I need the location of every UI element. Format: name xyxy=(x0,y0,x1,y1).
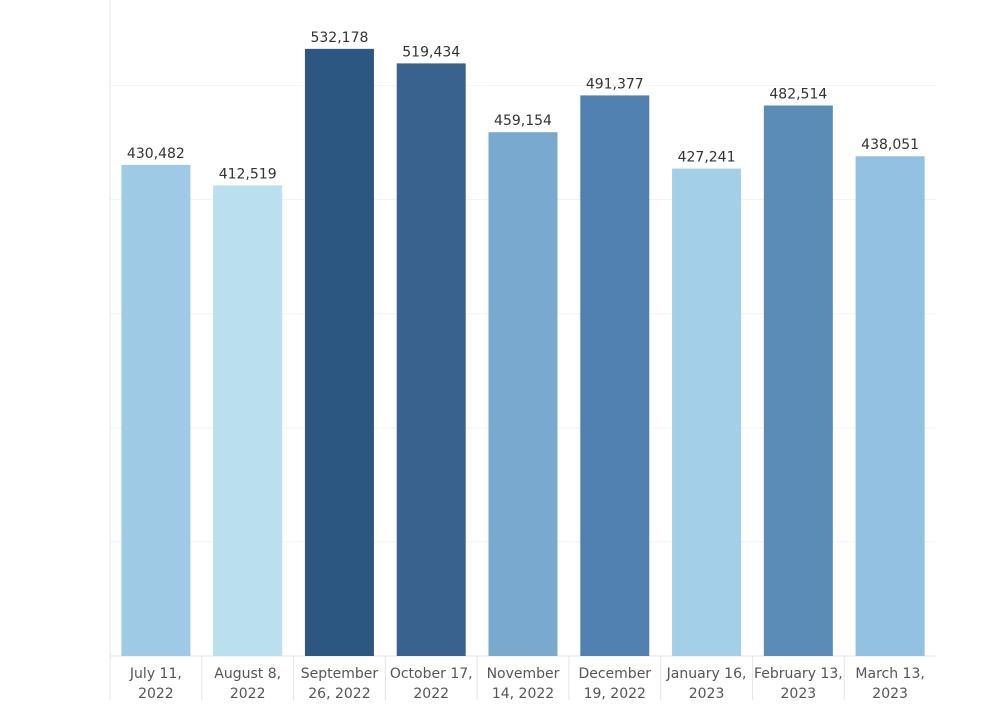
bar[interactable] xyxy=(121,164,191,656)
x-tick-label: 2022 xyxy=(230,686,266,702)
data-label: 482,514 xyxy=(769,87,827,103)
x-tick-labels: July 11, 2022 August 8, 2022 September 26, 20… xyxy=(129,666,925,702)
data-label: 459,154 xyxy=(494,113,552,129)
x-tick-label: 14, 2022 xyxy=(492,686,554,702)
bar[interactable] xyxy=(213,185,283,656)
x-tick-label: 2022 xyxy=(138,686,174,702)
x-tick-label: July 11, xyxy=(129,666,182,682)
data-label: 430,482 xyxy=(127,146,185,162)
x-tick-label: January 16, xyxy=(666,666,747,682)
x-tick-label: 2022 xyxy=(413,686,449,702)
x-tick-label: 2023 xyxy=(781,686,817,702)
bar[interactable] xyxy=(488,132,558,657)
x-tick-label: 2023 xyxy=(689,686,725,702)
bar[interactable] xyxy=(855,156,925,656)
x-tick-label: February 13, xyxy=(754,666,843,682)
x-tick-label: 2023 xyxy=(872,686,908,702)
x-tick-label: October 17, xyxy=(390,666,473,682)
bar[interactable] xyxy=(763,105,833,656)
data-label: 532,178 xyxy=(310,30,368,46)
data-label: 438,051 xyxy=(861,137,919,153)
x-tick-label: 19, 2022 xyxy=(584,686,646,702)
bar[interactable] xyxy=(396,63,466,657)
value-labels: 430,482 412,519 532,178 519,434 459,154 491,3… xyxy=(127,30,919,183)
x-tick-label: 26, 2022 xyxy=(308,686,370,702)
data-label: 491,377 xyxy=(586,76,644,92)
x-tick-label: November xyxy=(487,666,560,682)
data-label: 427,241 xyxy=(678,150,736,166)
x-tick-label: December xyxy=(578,666,651,682)
x-tick-label: September xyxy=(301,666,379,682)
bar[interactable] xyxy=(672,168,742,657)
bars xyxy=(121,48,925,657)
bar[interactable] xyxy=(580,95,650,656)
bar[interactable] xyxy=(304,48,374,657)
data-label: 519,434 xyxy=(402,44,460,60)
x-tick-label: March 13, xyxy=(855,666,924,682)
x-tick-label: August 8, xyxy=(214,666,281,682)
data-label: 412,519 xyxy=(219,166,277,182)
